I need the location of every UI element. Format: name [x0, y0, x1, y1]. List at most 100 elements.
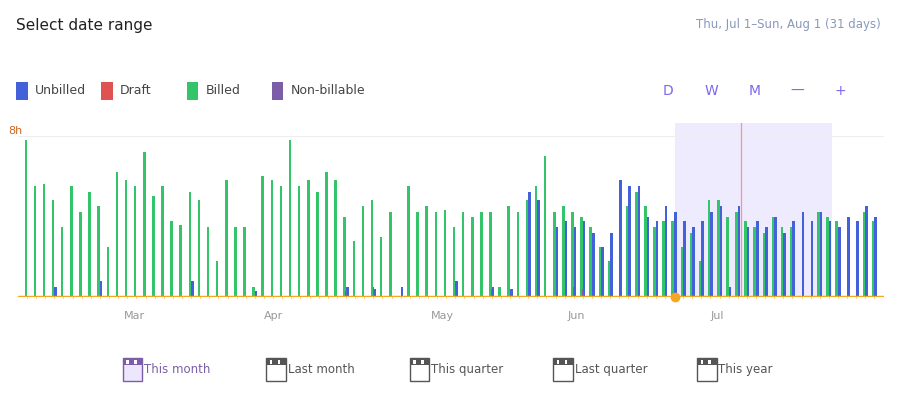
Bar	[708, 200, 710, 297]
Bar	[280, 186, 283, 297]
Bar	[55, 287, 57, 297]
Bar	[626, 206, 629, 297]
Bar	[647, 217, 649, 297]
Bar	[790, 227, 792, 297]
Bar	[553, 213, 555, 297]
Bar	[811, 221, 814, 297]
Bar	[298, 186, 300, 297]
Bar	[829, 221, 832, 297]
Bar	[684, 221, 685, 297]
Bar	[699, 261, 701, 297]
Bar	[638, 186, 640, 297]
Bar	[690, 233, 692, 297]
Bar	[583, 221, 586, 297]
Bar	[491, 289, 492, 297]
Bar	[662, 221, 665, 297]
Bar	[510, 289, 512, 297]
Bar	[756, 221, 759, 297]
Bar	[407, 186, 410, 297]
Bar	[225, 180, 228, 297]
Bar	[537, 200, 540, 297]
Bar	[98, 206, 100, 297]
Bar	[100, 281, 102, 297]
Bar	[456, 281, 457, 297]
Bar	[792, 221, 795, 297]
Bar	[802, 213, 804, 297]
Text: Apr: Apr	[264, 311, 283, 321]
Bar	[820, 213, 823, 297]
Bar	[471, 217, 474, 297]
Bar	[499, 287, 501, 297]
Bar	[653, 227, 656, 297]
Bar	[601, 247, 604, 297]
Text: Draft: Draft	[120, 84, 152, 97]
Bar	[582, 289, 584, 297]
Bar	[492, 287, 494, 297]
Bar	[573, 287, 574, 297]
Text: Last quarter: Last quarter	[575, 363, 648, 376]
Text: D: D	[663, 84, 674, 98]
Bar	[79, 213, 82, 297]
Text: May: May	[431, 311, 454, 321]
Bar	[234, 227, 237, 297]
Bar	[629, 186, 631, 297]
Bar	[307, 180, 309, 297]
Text: Unbilled: Unbilled	[35, 84, 86, 97]
Bar	[765, 227, 768, 297]
Bar	[726, 217, 728, 297]
Bar	[701, 221, 704, 297]
Text: M: M	[748, 84, 761, 98]
Bar	[555, 227, 558, 297]
Bar	[835, 221, 838, 297]
Bar	[592, 233, 595, 297]
Bar	[416, 213, 419, 297]
Bar	[863, 213, 866, 297]
Bar	[70, 186, 73, 297]
Bar	[143, 152, 145, 297]
Bar	[717, 200, 719, 297]
Bar	[444, 210, 446, 297]
Bar	[243, 227, 246, 297]
Bar	[508, 206, 510, 297]
Bar	[644, 206, 647, 297]
Bar	[52, 200, 55, 297]
Bar	[780, 227, 783, 297]
Bar	[179, 225, 182, 297]
Bar	[373, 289, 376, 297]
Text: Jul: Jul	[710, 311, 724, 321]
Bar	[872, 221, 875, 297]
Bar	[188, 192, 191, 297]
Bar	[88, 192, 91, 297]
Bar	[61, 227, 64, 297]
Bar	[517, 213, 519, 297]
Bar	[480, 213, 483, 297]
Bar	[589, 227, 592, 297]
Bar	[562, 206, 564, 297]
Bar	[528, 192, 531, 297]
Bar	[152, 196, 154, 297]
Bar	[719, 206, 722, 297]
Bar	[379, 237, 382, 297]
Text: Jun: Jun	[568, 311, 585, 321]
Bar	[24, 140, 27, 297]
Bar	[345, 291, 346, 297]
Bar	[107, 247, 109, 297]
Bar	[489, 213, 492, 297]
Bar	[261, 176, 264, 297]
Bar	[838, 227, 840, 297]
Text: This quarter: This quarter	[431, 363, 504, 376]
Bar	[783, 233, 786, 297]
Text: 8h: 8h	[8, 126, 22, 136]
Bar	[401, 287, 403, 297]
Bar	[692, 227, 695, 297]
Text: This month: This month	[144, 363, 211, 376]
Bar	[571, 213, 574, 297]
Bar	[875, 217, 877, 297]
Bar	[866, 206, 868, 297]
Text: W: W	[704, 84, 718, 98]
Bar	[774, 217, 777, 297]
Bar	[216, 261, 218, 297]
Bar	[346, 287, 349, 297]
Text: +: +	[835, 84, 846, 98]
Text: Last month: Last month	[288, 363, 354, 376]
